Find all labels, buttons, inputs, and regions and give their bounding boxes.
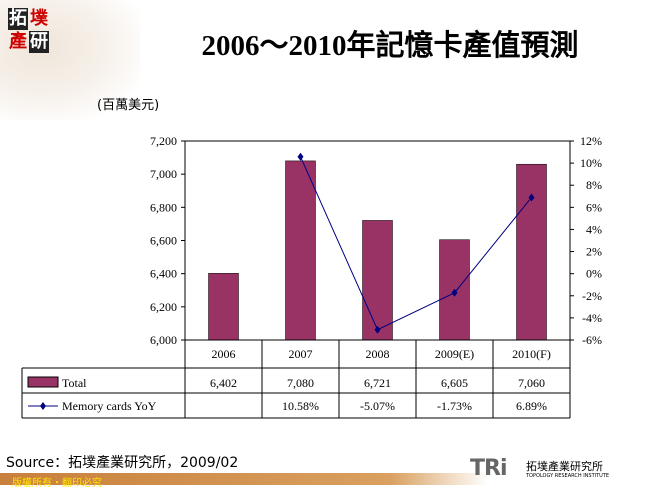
bar-2008	[362, 220, 393, 341]
unit-label: (百萬美元)	[97, 98, 160, 113]
bar-2007	[285, 160, 316, 341]
left-tick-label: 6,600	[150, 234, 177, 248]
total-value: 6,402	[210, 376, 237, 390]
right-tick-label: 6%	[586, 200, 602, 214]
left-tick-label: 6,800	[150, 200, 177, 214]
category-label: 2007	[289, 347, 313, 361]
tri-logo: TRi 拓墣產業研究所 TOPOLOGY RESEARCH INSTITUTE	[470, 456, 609, 481]
right-tick-label: 2%	[586, 245, 602, 259]
yoy-value: -1.73%	[437, 399, 472, 413]
yoy-marker	[451, 288, 458, 297]
right-tick-label: 12%	[580, 134, 602, 148]
bar-2006	[208, 273, 239, 341]
yoy-marker	[297, 152, 304, 161]
right-tick-label: 10%	[580, 156, 602, 170]
yoy-value: -5.07%	[360, 399, 395, 413]
brand: TRi	[470, 456, 507, 481]
bar-2010(F)	[516, 163, 547, 341]
category-label: 2010(F)	[512, 347, 551, 361]
left-tick-label: 7,200	[150, 134, 177, 148]
category-label: 2009(E)	[435, 347, 474, 361]
left-tick-label: 6,400	[150, 267, 177, 281]
page-title: 2006～2010年記憶卡產值預測	[201, 30, 579, 62]
yoy-line	[300, 156, 532, 331]
category-label: 2008	[366, 347, 390, 361]
right-tick-label: 0%	[586, 267, 602, 281]
total-value: 7,080	[287, 376, 314, 390]
brand-en: TOPOLOGY RESEARCH INSTITUTE	[526, 473, 610, 479]
yoy-value: 10.58%	[282, 399, 319, 413]
logo: 拓 墣 產 研	[8, 8, 50, 54]
left-tick-label: 6,200	[150, 300, 177, 314]
category-label: 2006	[212, 347, 236, 361]
legend-total: Total	[62, 376, 87, 390]
total-value: 7,060	[518, 376, 545, 390]
right-tick-label: -6%	[582, 333, 602, 347]
yoy-value: 6.89%	[516, 399, 547, 413]
total-value: 6,721	[364, 376, 391, 390]
total-value: 6,605	[441, 376, 468, 390]
right-tick-label: -2%	[582, 289, 602, 303]
left-tick-label: 6,000	[150, 333, 177, 347]
right-tick-label: 8%	[586, 178, 602, 192]
logo-char: 拓	[8, 8, 28, 30]
source-text: Source：拓墣產業研究所，2009/02	[6, 455, 239, 471]
yoy-marker	[374, 325, 381, 334]
logo-char: 墣	[30, 8, 48, 29]
legend-yoy: Memory cards YoY	[62, 399, 157, 413]
right-tick-label: -4%	[582, 311, 602, 325]
yoy-marker	[528, 193, 535, 202]
right-tick-label: 4%	[586, 222, 602, 236]
logo-char: 研	[29, 31, 49, 53]
logo-char: 產	[9, 31, 27, 52]
brand-cn: 拓墣產業研究所	[526, 460, 603, 473]
footer-bar: 版權所有・翻印必究	[0, 473, 650, 489]
legend-line-marker	[40, 402, 46, 410]
copyright-text: 版權所有・翻印必究	[12, 478, 102, 489]
left-tick-label: 7,000	[150, 167, 177, 181]
legend-bar-swatch	[27, 376, 59, 388]
